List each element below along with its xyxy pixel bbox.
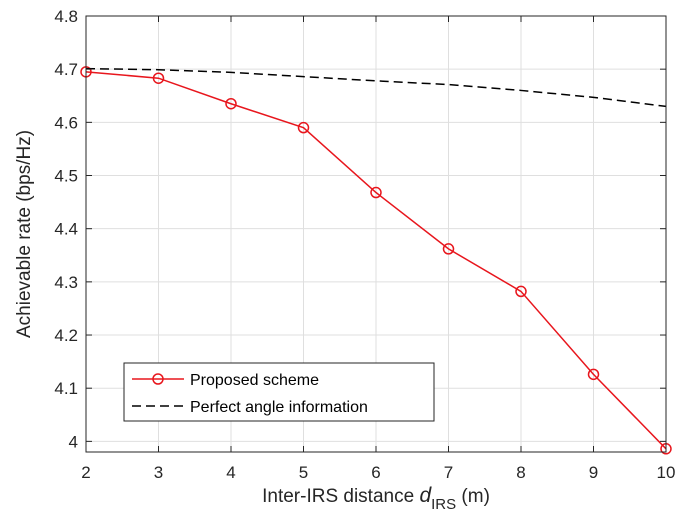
x-tick-label: 7	[444, 463, 453, 482]
data-point-proposed-scheme	[152, 72, 165, 84]
legend-label-proposed: Proposed scheme	[190, 372, 319, 389]
series-line-perfect-angle-information	[85, 67, 667, 108]
x-axis-label: Inter-IRS distance dIRS (m)	[262, 484, 490, 513]
y-tick-label: 4.5	[54, 167, 78, 186]
series-line-proposed-scheme	[85, 71, 667, 450]
data-point-proposed-scheme	[442, 243, 455, 255]
data-point-proposed-scheme	[515, 285, 527, 298]
data-point-proposed-scheme	[297, 121, 310, 134]
legend-box	[123, 362, 435, 422]
y-tick-labels: 4 4.1 4.2 4.3 4.4 4.5 4.6 4.7 4.8	[54, 7, 78, 451]
x-tick-label: 8	[516, 463, 525, 482]
x-tick-label: 6	[371, 463, 380, 482]
y-tick-label: 4.3	[54, 273, 78, 292]
data-point-proposed-scheme	[587, 368, 600, 381]
y-axis-label: Achievable rate (bps/Hz)	[14, 130, 35, 338]
x-tick-label: 10	[657, 463, 676, 482]
legend-label-perfect: Perfect angle information	[190, 399, 368, 416]
x-tick-label: 2	[81, 463, 90, 482]
x-tick-label: 9	[589, 463, 598, 482]
data-point-proposed-scheme	[370, 186, 382, 199]
data-point-proposed-scheme	[225, 97, 237, 110]
axis-ticks	[85, 15, 667, 452]
x-tick-label: 5	[299, 463, 308, 482]
y-tick-label: 4.6	[54, 113, 78, 132]
y-tick-label: 4.1	[54, 379, 78, 398]
legend-marker-proposed	[152, 373, 164, 385]
y-tick-label: 4.2	[54, 326, 78, 345]
legend: Proposed scheme Perfect angle informatio…	[123, 362, 435, 422]
x-tick-labels: 2 3 4 5 6 7 8 9 10	[81, 463, 675, 482]
y-tick-label: 4.4	[54, 220, 78, 239]
x-tick-label: 3	[154, 463, 163, 482]
y-tick-label: 4.7	[54, 60, 78, 79]
y-tick-label: 4	[69, 432, 78, 451]
y-tick-label: 4.8	[54, 7, 78, 26]
x-tick-label: 4	[226, 463, 235, 482]
